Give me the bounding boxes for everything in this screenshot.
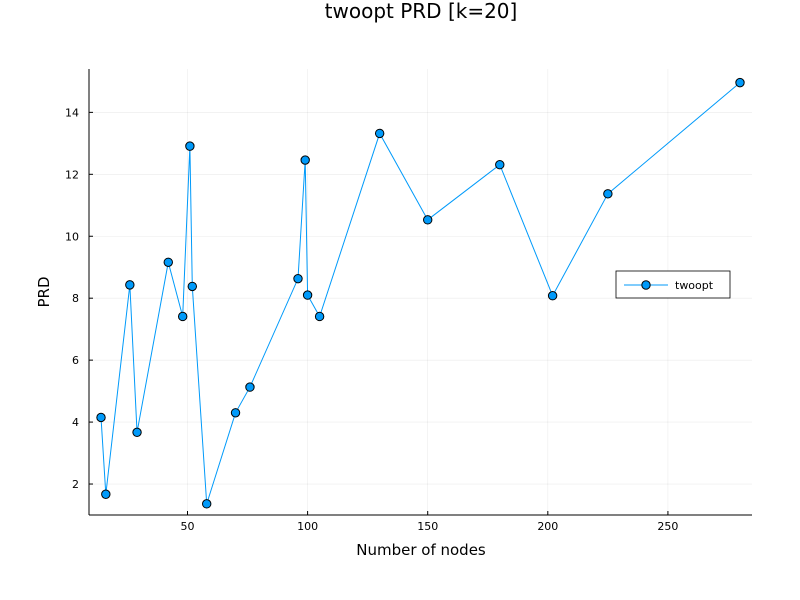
data-point <box>163 257 173 267</box>
data-point <box>314 311 325 322</box>
data-point <box>495 160 505 170</box>
x-axis-title: Number of nodes <box>356 541 486 559</box>
data-point <box>202 499 212 509</box>
data-point <box>185 141 195 151</box>
x-tick-label: 150 <box>417 520 438 533</box>
data-point <box>374 128 385 139</box>
data-point <box>177 311 188 322</box>
axes: 50 100 150 200 250 2 4 6 8 10 12 14 <box>65 69 752 533</box>
data-point <box>603 189 613 199</box>
data-point <box>187 281 197 292</box>
x-tick-label: 100 <box>297 520 318 533</box>
data-point <box>101 489 111 499</box>
data-point <box>245 382 255 392</box>
y-tick-label: 6 <box>72 354 79 367</box>
data-point <box>96 412 106 423</box>
chart-title: twoopt PRD [k=20] <box>325 0 518 23</box>
x-tick-label: 200 <box>537 520 558 533</box>
y-tick-label: 10 <box>65 230 79 243</box>
x-tick-label: 50 <box>180 520 194 533</box>
data-point <box>132 427 142 438</box>
data-point <box>302 290 313 300</box>
data-point <box>230 408 241 418</box>
y-tick-label: 4 <box>72 416 79 429</box>
x-tick-label: 250 <box>657 520 678 533</box>
data-point <box>735 77 745 88</box>
data-point <box>423 215 433 225</box>
y-tick-label: 14 <box>65 106 79 119</box>
data-point <box>125 280 135 290</box>
y-axis-title: PRD <box>35 276 53 307</box>
series-layer <box>96 77 745 509</box>
data-point <box>300 155 310 165</box>
y-tick-label: 12 <box>65 168 79 181</box>
y-tick-label: 8 <box>72 292 79 305</box>
y-tick-label: 2 <box>72 478 79 491</box>
data-point <box>293 273 303 284</box>
legend-label: twoopt <box>675 279 714 292</box>
legend-marker <box>641 280 651 290</box>
legend: twoopt <box>615 270 731 299</box>
data-point <box>547 291 558 301</box>
